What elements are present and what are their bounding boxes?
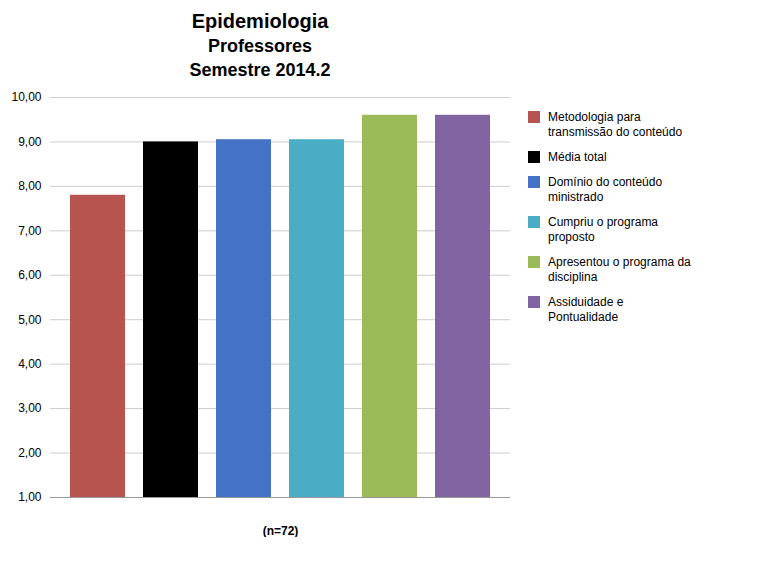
svg-text:8,00: 8,00	[18, 179, 42, 193]
svg-text:2,00: 2,00	[18, 446, 42, 460]
svg-text:7,00: 7,00	[18, 224, 42, 238]
svg-text:3,00: 3,00	[18, 401, 42, 415]
svg-text:4,00: 4,00	[18, 357, 42, 371]
html-text:Professores: Professores	[208, 36, 312, 56]
svg-text:1,00: 1,00	[18, 490, 42, 504]
html-text:Semestre 2014.2: Semestre 2014.2	[189, 60, 331, 80]
html-text:Apresentou o programa da disci: Apresentou o programa da disciplina	[548, 255, 691, 284]
svg-text:(n=72): (n=72)	[263, 524, 299, 538]
html-text:Cumpriu o programa proposto: Cumpriu o programa proposto	[548, 215, 658, 244]
svg-text:9,00: 9,00	[18, 135, 42, 149]
svg-text:10,00: 10,00	[11, 90, 41, 104]
html-text:Epidemiologia: Epidemiologia	[191, 10, 329, 32]
svg-text:6,00: 6,00	[18, 268, 42, 282]
svg-text:5,00: 5,00	[18, 313, 42, 327]
html-text:Metodologia para transmissão d: Metodologia para transmissão do conteúdo	[548, 110, 683, 139]
html-text:Assiduidade e Pontualidade: Assiduidade e Pontualidade	[548, 295, 624, 324]
html-text:Domínio do conteúdo ministrado: Domínio do conteúdo ministrado	[548, 175, 663, 204]
html-text:Média total: Média total	[548, 150, 607, 164]
